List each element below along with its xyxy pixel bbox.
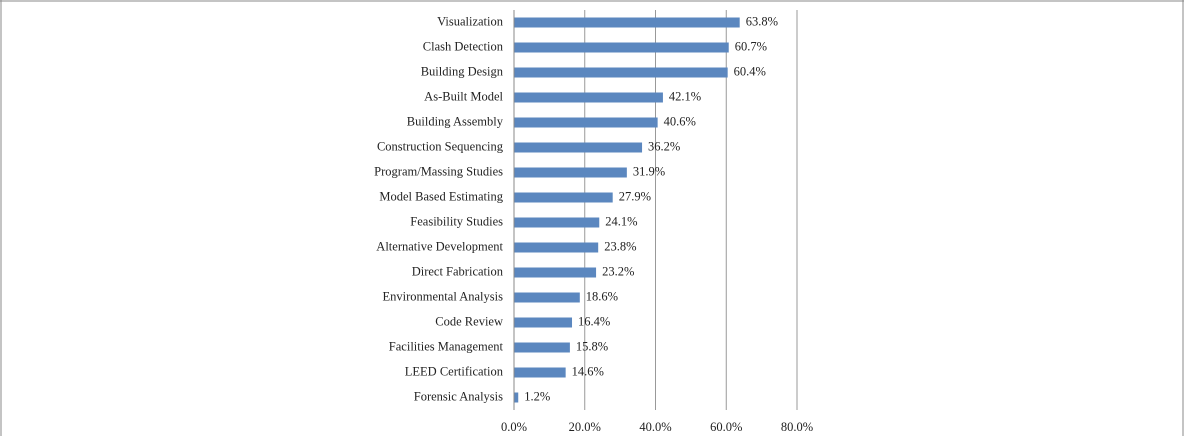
- value-label: 27.9%: [619, 189, 651, 203]
- value-label: 31.9%: [633, 164, 665, 178]
- bar: [514, 392, 519, 403]
- y-tick-label: Clash Detection: [423, 39, 504, 53]
- value-label: 42.1%: [669, 89, 701, 103]
- y-tick-label: Visualization: [437, 14, 504, 28]
- value-label: 40.6%: [664, 114, 696, 128]
- x-tick-label: 20.0%: [569, 420, 601, 434]
- bar: [514, 242, 599, 253]
- y-tick-label: Feasibility Studies: [410, 214, 503, 228]
- value-label: 15.8%: [576, 339, 608, 353]
- x-tick-label: 60.0%: [710, 420, 742, 434]
- x-tick-label: 0.0%: [501, 420, 527, 434]
- value-label: 60.4%: [734, 64, 766, 78]
- value-label: 63.8%: [746, 14, 778, 28]
- bar: [514, 367, 566, 378]
- y-tick-label: Direct Fabrication: [412, 264, 504, 278]
- y-tick-label: Building Assembly: [407, 114, 504, 128]
- bar: [514, 167, 627, 178]
- value-label: 36.2%: [648, 139, 680, 153]
- y-tick-label: Code Review: [435, 314, 503, 328]
- bar: [514, 267, 597, 278]
- y-tick-label: Model Based Estimating: [379, 189, 503, 203]
- y-tick-label: Facilities Management: [389, 339, 504, 353]
- y-tick-label: Program/Massing Studies: [374, 164, 503, 178]
- bar: [514, 317, 573, 328]
- y-tick-label: As-Built Model: [424, 89, 503, 103]
- bar: [514, 67, 728, 78]
- y-tick-label: Environmental Analysis: [383, 289, 504, 303]
- bar: [514, 42, 729, 53]
- bar: [514, 292, 580, 303]
- value-label: 23.8%: [604, 239, 636, 253]
- bar: [514, 17, 740, 28]
- value-label: 14.6%: [572, 364, 604, 378]
- y-tick-label: Forensic Analysis: [414, 389, 503, 403]
- y-tick-label: LEED Certification: [405, 364, 504, 378]
- value-label: 60.7%: [735, 39, 767, 53]
- bar: [514, 117, 658, 128]
- bar: [514, 342, 570, 353]
- y-tick-label: Construction Sequencing: [377, 139, 504, 153]
- value-label: 16.4%: [578, 314, 610, 328]
- value-label: 24.1%: [605, 214, 637, 228]
- bar: [514, 92, 663, 103]
- x-tick-label: 40.0%: [639, 420, 671, 434]
- bar: [514, 192, 613, 203]
- bar: [514, 142, 643, 153]
- value-label: 18.6%: [586, 289, 618, 303]
- y-tick-label: Building Design: [421, 64, 504, 78]
- bar: [514, 217, 600, 228]
- y-tick-label: Alternative Development: [376, 239, 503, 253]
- value-label: 23.2%: [602, 264, 634, 278]
- value-label: 1.2%: [524, 389, 550, 403]
- x-tick-label: 80.0%: [781, 420, 813, 434]
